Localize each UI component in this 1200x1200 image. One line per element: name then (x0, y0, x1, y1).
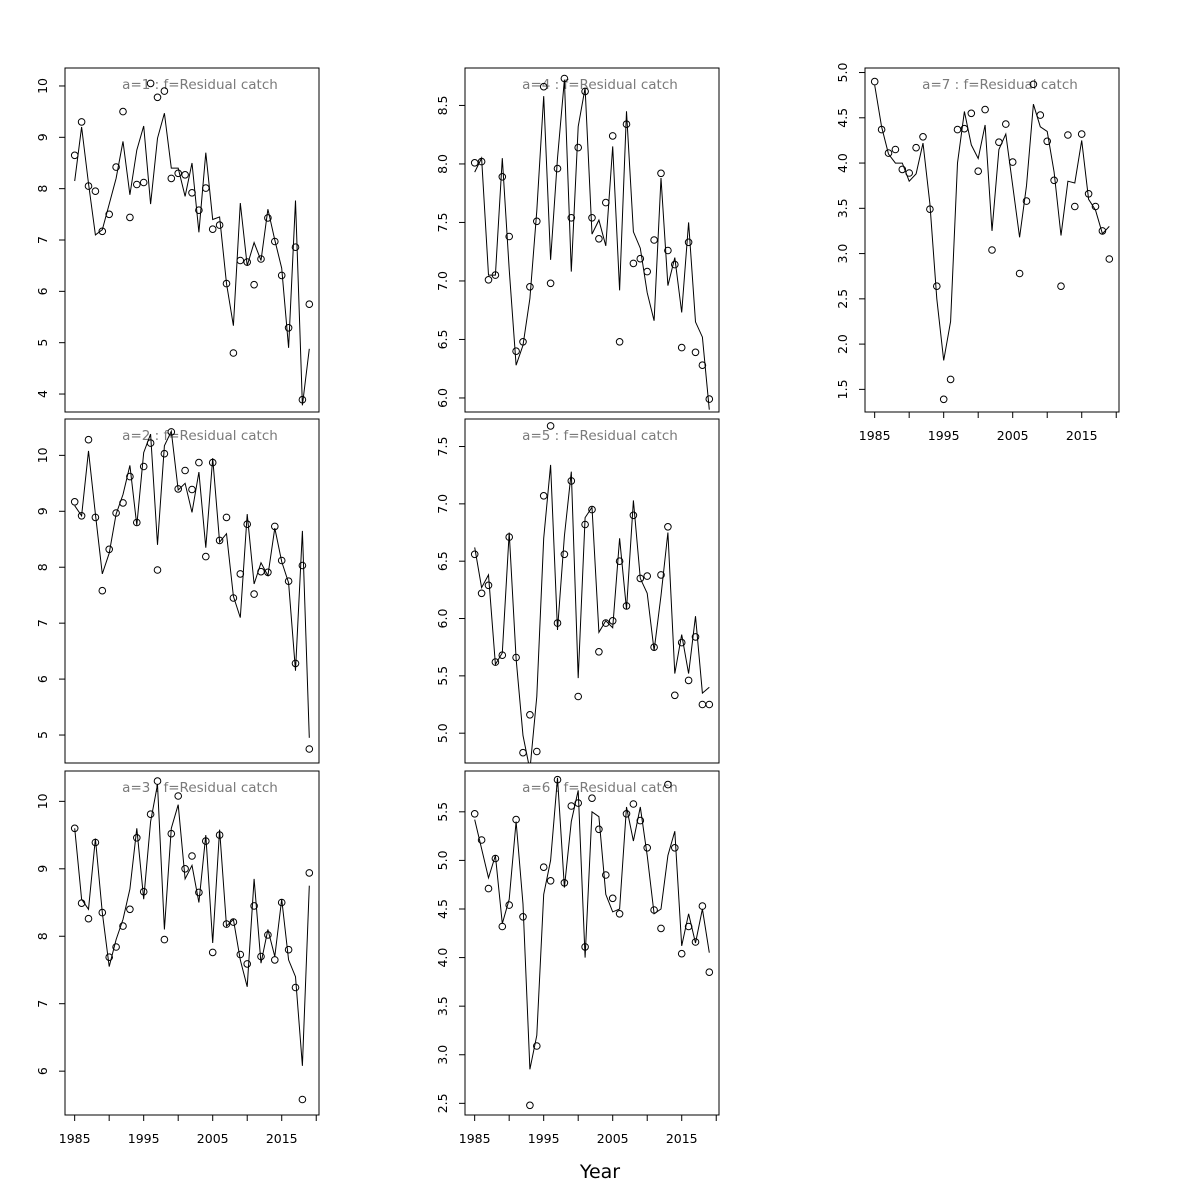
y-tick-label: 8.0 (435, 154, 450, 174)
y-tick-label: 8 (35, 563, 50, 571)
y-tick-label: 5.5 (435, 802, 450, 822)
x-axis-label: Year (579, 1161, 620, 1183)
y-tick-label: 6.0 (435, 609, 450, 629)
x-tick-label: 2015 (666, 1131, 698, 1146)
x-tick-label: 1985 (859, 428, 891, 443)
y-tick-label: 6 (35, 675, 50, 683)
y-tick-label: 5.0 (435, 850, 450, 870)
y-tick-label: 6.5 (435, 551, 450, 571)
y-tick-label: 5.0 (835, 63, 850, 83)
y-tick-label: 6 (35, 1067, 50, 1075)
panel-title: a=7 : f=Residual catch (922, 77, 1078, 93)
y-tick-label: 7.0 (435, 494, 450, 514)
y-tick-label: 4.0 (435, 948, 450, 968)
y-tick-label: 4 (35, 390, 50, 398)
x-tick-label: 1995 (528, 1131, 560, 1146)
y-tick-label: 7 (35, 619, 50, 627)
panel-title: a=2 : f=Residual catch (122, 428, 278, 444)
y-tick-label: 7.0 (435, 271, 450, 291)
y-tick-label: 2.5 (835, 289, 850, 309)
y-tick-label: 3.5 (835, 198, 850, 218)
y-tick-label: 5.5 (435, 666, 450, 686)
y-tick-label: 3.0 (835, 244, 850, 264)
x-tick-label: 2005 (597, 1131, 629, 1146)
x-tick-label: 2015 (266, 1131, 298, 1146)
y-tick-label: 9 (35, 133, 50, 141)
y-tick-label: 4.5 (435, 899, 450, 919)
y-tick-label: 8 (35, 185, 50, 193)
y-tick-label: 3.5 (435, 996, 450, 1016)
y-tick-label: 5 (35, 339, 50, 347)
x-tick-label: 1985 (59, 1131, 91, 1146)
y-tick-label: 6.5 (435, 330, 450, 350)
y-tick-label: 9 (35, 865, 50, 873)
y-tick-label: 6.0 (435, 388, 450, 408)
y-tick-label: 1.5 (835, 379, 850, 399)
panel-title: a=6 : f=Residual catch (522, 780, 678, 796)
y-tick-label: 10 (35, 793, 50, 809)
y-tick-label: 3.0 (435, 1045, 450, 1065)
x-tick-label: 2005 (997, 428, 1029, 443)
x-tick-label: 1985 (459, 1131, 491, 1146)
y-tick-label: 2.0 (835, 334, 850, 354)
y-tick-label: 2.5 (435, 1093, 450, 1113)
y-tick-label: 9 (35, 507, 50, 515)
y-tick-label: 10 (35, 447, 50, 463)
y-tick-label: 10 (35, 78, 50, 94)
y-tick-label: 4.5 (835, 108, 850, 128)
y-tick-label: 7.5 (435, 213, 450, 233)
panel-title: a=3 : f=Residual catch (122, 780, 278, 796)
y-tick-label: 7 (35, 1000, 50, 1008)
y-tick-label: 6 (35, 287, 50, 295)
y-tick-label: 8.5 (435, 95, 450, 115)
y-tick-label: 8 (35, 932, 50, 940)
x-tick-label: 1995 (128, 1131, 160, 1146)
y-tick-label: 5.0 (435, 723, 450, 743)
x-tick-label: 2005 (197, 1131, 229, 1146)
panel-title: a=4 : f=Residual catch (522, 77, 678, 93)
y-tick-label: 7 (35, 236, 50, 244)
y-tick-label: 7.5 (435, 437, 450, 457)
x-tick-label: 1995 (928, 428, 960, 443)
x-tick-label: 2015 (1066, 428, 1098, 443)
panel-title: a=5 : f=Residual catch (522, 428, 678, 444)
y-tick-label: 4.0 (835, 153, 850, 173)
y-tick-label: 5 (35, 731, 50, 739)
panel-title: a=1 : f=Residual catch (122, 77, 278, 93)
